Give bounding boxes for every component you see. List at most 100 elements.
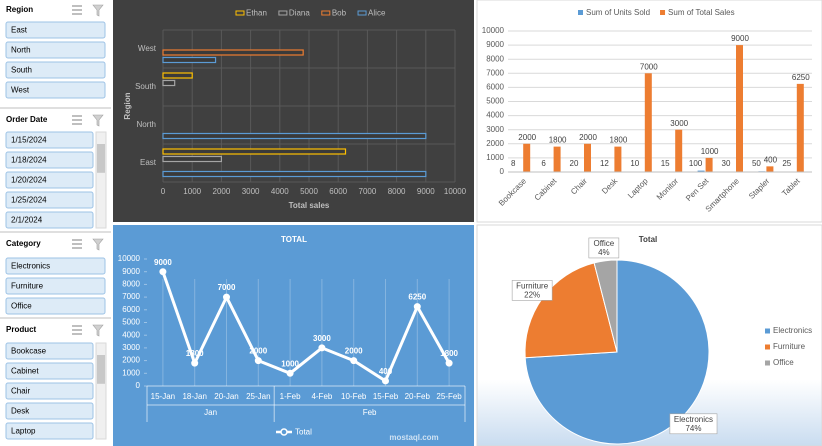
- slicer-item-label: North: [11, 46, 31, 55]
- y-tick-label: 10000: [118, 254, 141, 263]
- clear-filter-icon[interactable]: [92, 114, 104, 127]
- slicer-item[interactable]: [5, 21, 106, 39]
- slicer-item[interactable]: [5, 81, 106, 99]
- bar: [614, 146, 622, 172]
- value-label: 3000: [313, 334, 331, 343]
- value-label: 6250: [792, 73, 810, 82]
- value-label: 7000: [640, 62, 658, 71]
- bar: [584, 143, 591, 172]
- value-label: 8: [511, 159, 516, 168]
- slicer-item[interactable]: [5, 61, 106, 79]
- multi-select-icon[interactable]: [72, 239, 82, 249]
- slicer-item[interactable]: [5, 422, 94, 440]
- slicer-item[interactable]: [5, 191, 94, 209]
- scrollbar[interactable]: [95, 131, 107, 229]
- legend-label: Sum of Total Sales: [668, 8, 735, 17]
- legend-swatch: [765, 328, 770, 334]
- point: [350, 357, 358, 365]
- value-label: 2000: [249, 347, 267, 356]
- value-label: 400: [379, 367, 393, 376]
- slicer-item[interactable]: [5, 297, 106, 315]
- point: [413, 303, 421, 311]
- value-label: 1800: [549, 136, 567, 145]
- y-tick-label: 8000: [122, 280, 140, 289]
- y-tick-label: 8000: [486, 54, 504, 63]
- y-tick-label: 1000: [122, 368, 140, 377]
- clear-filter-icon[interactable]: [92, 324, 104, 337]
- legend-swatch: [660, 10, 666, 15]
- value-label: 1800: [610, 136, 628, 145]
- slicer-item-label: Cabinet: [11, 367, 39, 376]
- x-tick-label: 20-Feb: [405, 392, 431, 401]
- slicer-item-label: Electronics: [11, 262, 50, 271]
- data-label-value: 4%: [598, 248, 610, 257]
- bar: [162, 132, 427, 140]
- value-label: 6: [541, 159, 546, 168]
- legend-label: Office: [773, 358, 794, 367]
- slicer-item-label: West: [11, 86, 30, 95]
- x-tick-label: 6000: [329, 187, 347, 196]
- legend-swatch: [765, 344, 770, 350]
- value-label: 20: [570, 159, 579, 168]
- slicer-item[interactable]: [5, 211, 94, 229]
- scrollbar-thumb[interactable]: [97, 355, 105, 384]
- slicer-item-label: Furniture: [11, 282, 44, 291]
- bar: [162, 49, 304, 56]
- slicer-item-label: 1/25/2024: [11, 196, 47, 205]
- value-label: 1800: [440, 349, 458, 358]
- pie-slice: [593, 259, 618, 353]
- multi-select-icon[interactable]: [72, 115, 82, 125]
- clear-filter-icon[interactable]: [92, 4, 104, 17]
- slicer-item[interactable]: [5, 131, 94, 149]
- value-label: 2000: [345, 347, 363, 356]
- x-tick-label: 15-Jan: [151, 392, 175, 401]
- y-axis-title: Region: [123, 92, 132, 119]
- data-label-name: Electronics: [674, 415, 713, 424]
- bar: [736, 45, 743, 172]
- y-tick-label: 7000: [486, 68, 504, 77]
- slicer-item[interactable]: [5, 342, 94, 360]
- legend-label: Sum of Units Sold: [586, 8, 650, 17]
- multi-select-icon[interactable]: [72, 325, 82, 335]
- watermark: mostaql.com: [389, 433, 438, 442]
- slicer-item[interactable]: [5, 362, 94, 380]
- x-tick-label: 4000: [271, 187, 289, 196]
- x-tick-label: 0: [161, 187, 166, 196]
- data-label-box: [588, 237, 620, 259]
- y-tick-label: 7000: [122, 292, 140, 301]
- x-tick-label: 8000: [388, 187, 406, 196]
- x-tick-label: 3000: [242, 187, 260, 196]
- y-tick-label: 9000: [122, 267, 140, 276]
- y-tick-label: South: [135, 82, 156, 91]
- bar: [162, 155, 223, 163]
- slicer-item[interactable]: [5, 257, 106, 275]
- scrollbar-thumb[interactable]: [97, 144, 105, 173]
- slicer-item[interactable]: [5, 277, 106, 295]
- data-label-value: 74%: [685, 424, 701, 433]
- value-label: 25: [782, 159, 791, 168]
- value-label: 100: [689, 159, 703, 168]
- value-label: 9000: [731, 34, 749, 43]
- scrollbar[interactable]: [95, 342, 107, 440]
- slicer-item[interactable]: [5, 402, 94, 420]
- value-label: 2000: [518, 133, 536, 142]
- point: [382, 377, 389, 385]
- point: [318, 344, 326, 352]
- multi-select-icon[interactable]: [72, 5, 82, 15]
- slicer-item[interactable]: [5, 382, 94, 400]
- x-tick-label: 2000: [213, 187, 231, 196]
- data-label-name: Furniture: [516, 281, 549, 290]
- legend-label: Electronics: [773, 326, 812, 335]
- slicer-item[interactable]: [5, 151, 94, 169]
- slicer-item[interactable]: [5, 171, 94, 189]
- y-tick-label: 2000: [486, 139, 504, 148]
- slicer-item-label: East: [11, 26, 28, 35]
- y-tick-label: 6000: [486, 83, 504, 92]
- slicer-item-label: 1/15/2024: [11, 136, 47, 145]
- legend-swatch: [321, 10, 331, 16]
- x-tick-label: 25-Jan: [246, 392, 270, 401]
- slicer-item[interactable]: [5, 41, 106, 59]
- y-tick-label: 9000: [486, 40, 504, 49]
- clear-filter-icon[interactable]: [92, 238, 104, 251]
